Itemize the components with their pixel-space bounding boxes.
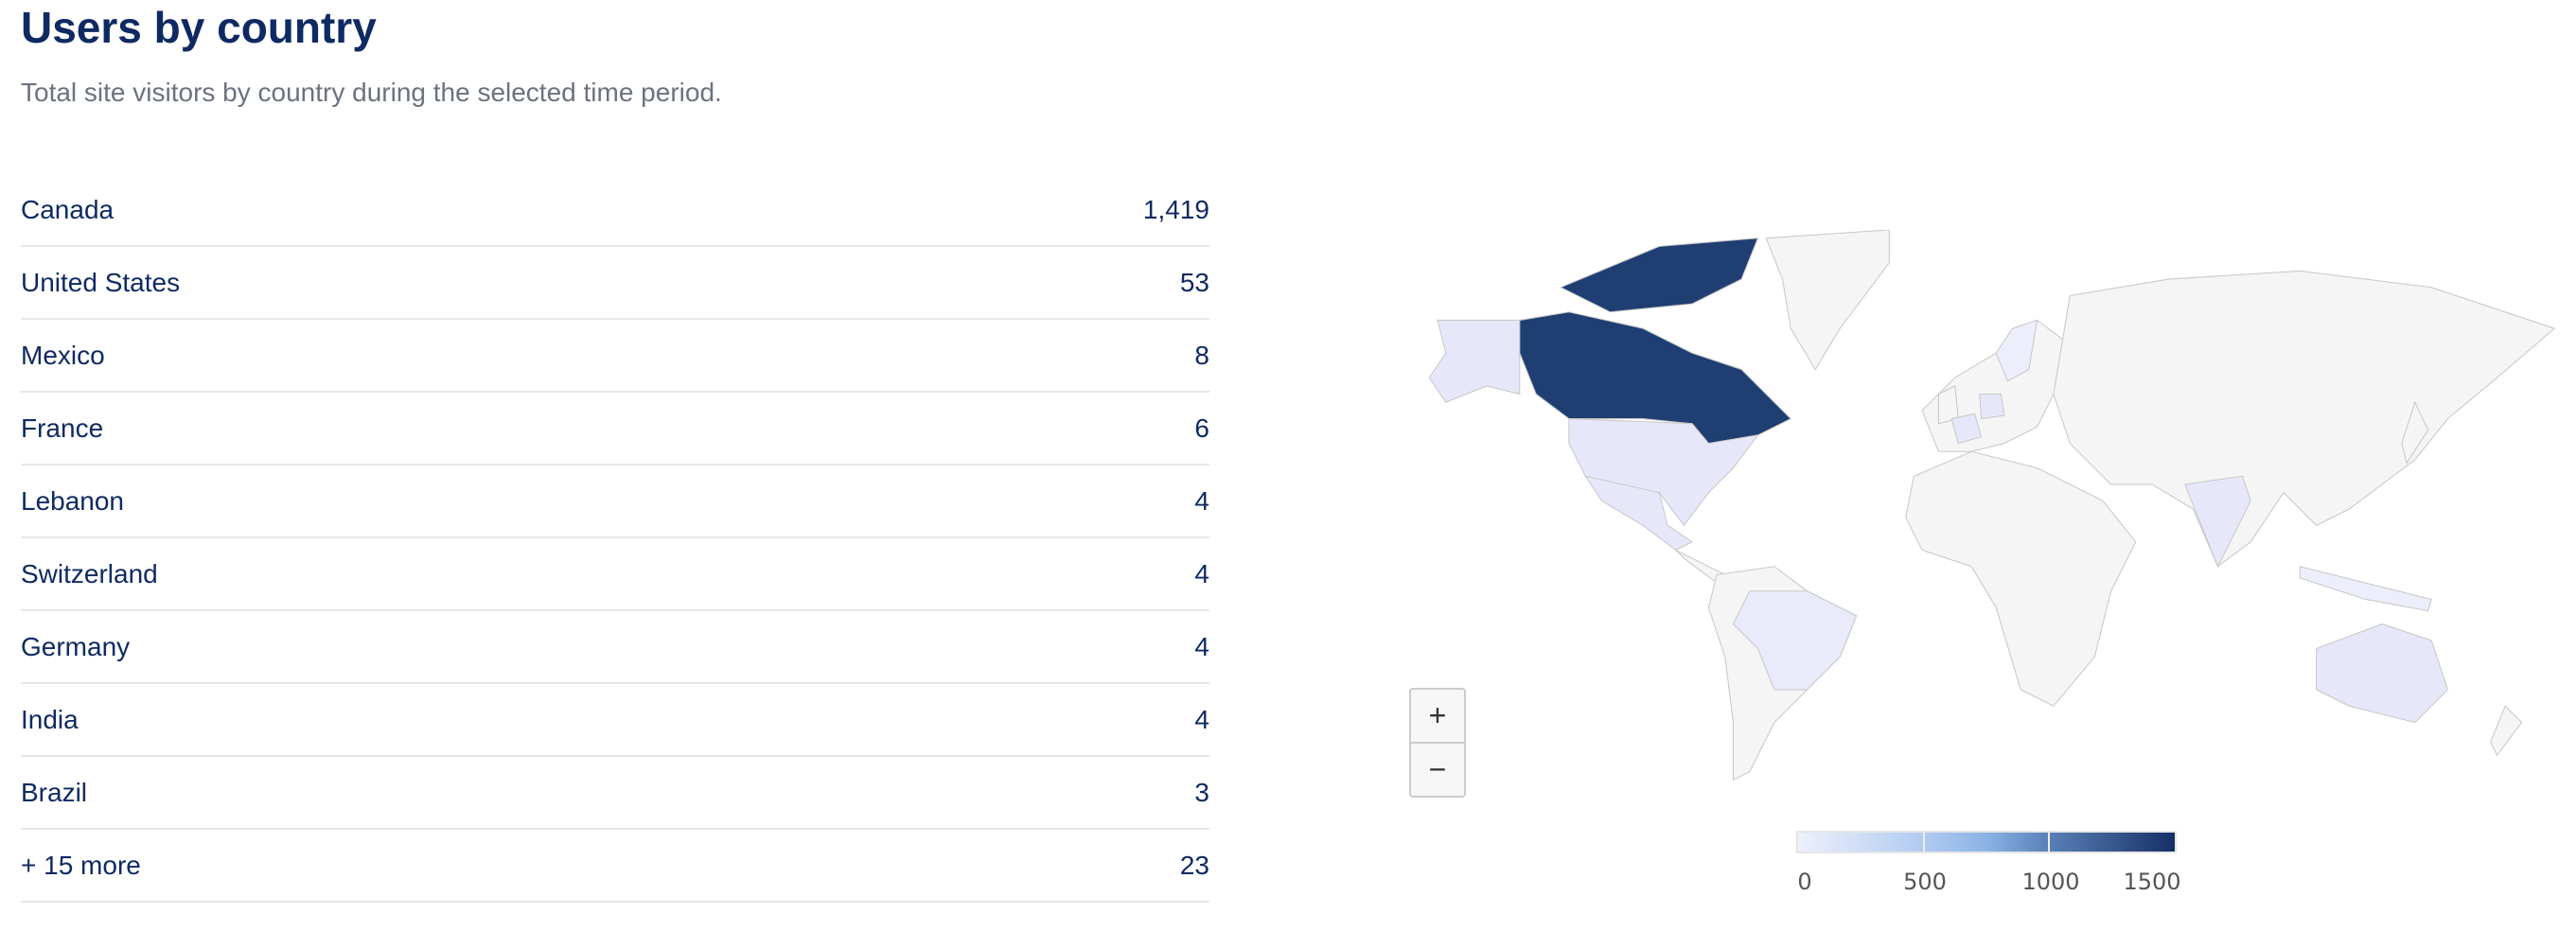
legend-tick-label: 1000 [2021, 869, 2080, 895]
country-name: India [21, 704, 79, 734]
region-united-states[interactable] [1568, 418, 1759, 527]
country-name: Germany [21, 631, 131, 661]
region-germany[interactable] [1979, 394, 2005, 420]
country-name: United States [21, 267, 181, 297]
region-india[interactable] [2184, 475, 2251, 569]
country-value: 4 [1194, 704, 1209, 734]
map-zoom-controls: + − [1409, 688, 1466, 798]
region-alaska[interactable] [1428, 319, 1521, 403]
region-europe[interactable] [1921, 319, 2071, 452]
region-japan[interactable] [2401, 400, 2429, 465]
list-item: Lebanon 4 [21, 466, 1209, 538]
list-item: Canada 1,419 [21, 174, 1209, 247]
list-item-more[interactable]: + 15 more 23 [21, 830, 1209, 903]
country-value: 4 [1194, 631, 1209, 661]
region-france[interactable] [1950, 413, 1983, 445]
country-list: Canada 1,419 United States 53 Mexico 8 Fran… [21, 174, 1209, 903]
country-value: 3 [1194, 777, 1209, 807]
region-new-zealand[interactable] [2490, 705, 2523, 757]
region-australia[interactable] [2316, 623, 2449, 724]
country-value: 4 [1194, 558, 1209, 588]
zoom-out-button[interactable]: − [1428, 752, 1447, 786]
legend-divider [1923, 833, 1925, 852]
world-map[interactable] [1413, 230, 2563, 788]
list-item: United States 53 [21, 247, 1209, 320]
country-name: Brazil [21, 777, 88, 807]
page-title: Users by country [21, 3, 377, 52]
country-name: + 15 more [21, 850, 141, 880]
region-indonesia[interactable] [2299, 566, 2432, 612]
region-canada-islands[interactable] [1559, 237, 1759, 313]
country-value: 4 [1194, 485, 1209, 516]
region-asia[interactable] [2053, 270, 2556, 568]
region-mexico[interactable] [1584, 475, 1694, 551]
country-name: France [21, 413, 104, 443]
list-item: Switzerland 4 [21, 538, 1209, 611]
zoom-in-button[interactable]: + [1411, 690, 1464, 744]
country-name: Mexico [21, 340, 105, 370]
region-africa[interactable] [1905, 450, 2137, 707]
country-name: Canada [21, 194, 115, 224]
page-subtitle: Total site visitors by country during th… [21, 78, 722, 107]
region-brazil[interactable] [1732, 590, 1858, 691]
country-value: 8 [1194, 340, 1209, 370]
list-item: France 6 [21, 393, 1209, 466]
legend-tick-label: 1500 [2123, 869, 2181, 895]
list-item: Germany 4 [21, 611, 1209, 684]
country-value: 53 [1179, 267, 1209, 297]
country-value: 1,419 [1142, 194, 1209, 224]
country-value: 6 [1194, 413, 1209, 443]
legend-divider [2048, 833, 2050, 852]
country-name: Lebanon [21, 485, 125, 516]
list-item: Brazil 3 [21, 757, 1209, 830]
country-value: 23 [1179, 850, 1209, 880]
list-item: Mexico 8 [21, 320, 1209, 393]
region-greenland[interactable] [1765, 230, 1890, 371]
list-item: India 4 [21, 684, 1209, 757]
legend-tick-label: 0 [1797, 869, 1812, 895]
country-name: Switzerland [21, 558, 158, 588]
region-scandinavia[interactable] [1995, 319, 2038, 382]
color-scale-legend [1796, 831, 2177, 853]
legend-tick-label: 500 [1903, 869, 1947, 895]
